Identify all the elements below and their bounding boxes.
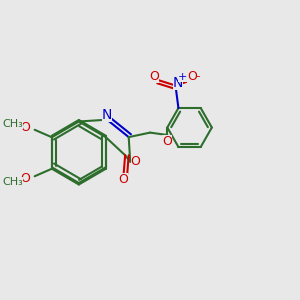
Text: O: O [118,173,128,186]
Text: +: + [178,72,188,82]
Text: N: N [102,108,112,122]
Text: O: O [20,122,30,134]
Text: CH₃: CH₃ [2,177,23,187]
Text: ⁻: ⁻ [193,72,201,87]
Text: O: O [188,70,197,83]
Text: O: O [130,155,140,168]
Text: CH₃: CH₃ [2,119,23,129]
Text: O: O [149,70,159,83]
Text: O: O [162,135,172,148]
Text: O: O [20,172,30,184]
Text: N: N [173,76,183,89]
